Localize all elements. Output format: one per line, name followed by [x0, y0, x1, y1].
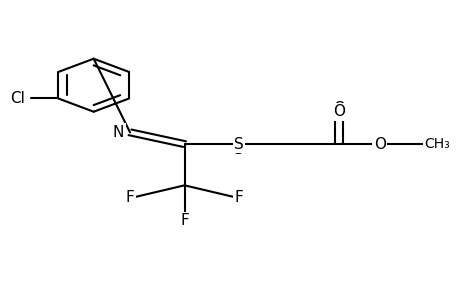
- Text: N: N: [113, 125, 124, 140]
- Text: N: N: [113, 125, 124, 140]
- Text: O: O: [373, 136, 385, 152]
- Text: O: O: [332, 101, 344, 116]
- Text: F: F: [180, 213, 189, 228]
- Text: F: F: [234, 190, 243, 205]
- Text: F: F: [125, 190, 134, 205]
- Text: Cl: Cl: [12, 91, 27, 106]
- Text: S: S: [234, 142, 243, 158]
- Text: S: S: [234, 136, 243, 152]
- Text: CH₃: CH₃: [423, 137, 448, 151]
- Text: Cl: Cl: [10, 91, 25, 106]
- Text: F: F: [125, 190, 134, 205]
- Text: O: O: [373, 136, 385, 152]
- Text: F: F: [234, 190, 243, 205]
- Text: F: F: [180, 213, 189, 228]
- Text: O: O: [332, 104, 344, 119]
